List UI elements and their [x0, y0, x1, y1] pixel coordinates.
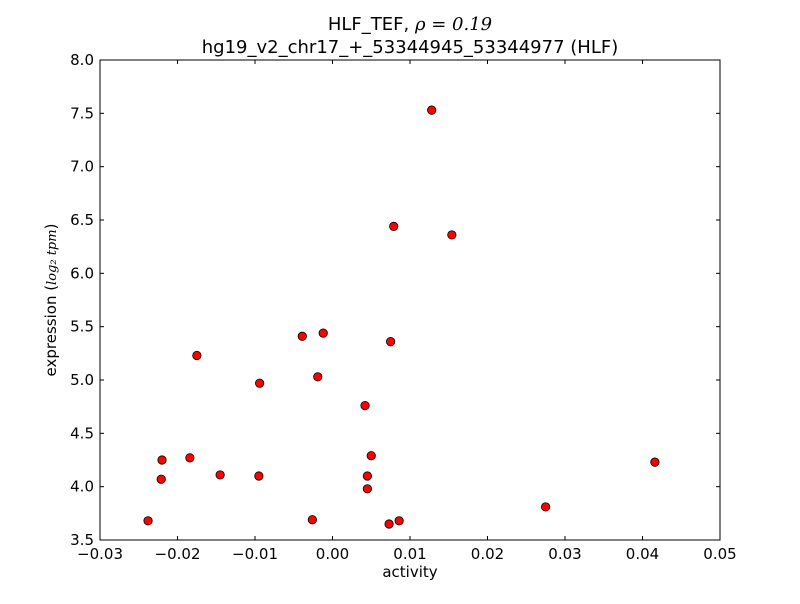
x-tick-label: −0.02	[155, 545, 201, 563]
y-tick-label: 5.5	[70, 318, 94, 336]
data-point	[143, 516, 153, 526]
y-tick-label: 6.5	[70, 211, 94, 229]
chart-title-line2: hg19_v2_chr17_+_53344945_53344977 (HLF)	[202, 37, 618, 58]
data-point	[366, 451, 376, 461]
x-tick-label: 0.04	[626, 545, 659, 563]
data-point	[394, 516, 404, 526]
x-tick-label: 0.02	[471, 545, 504, 563]
data-point	[156, 474, 166, 484]
y-tick-label: 7.5	[70, 104, 94, 122]
y-tick-label: 4.0	[70, 478, 94, 496]
data-point	[185, 453, 195, 463]
data-point	[541, 502, 551, 512]
data-point	[650, 457, 660, 467]
y-tick-label: 7.0	[70, 158, 94, 176]
data-point	[255, 378, 265, 388]
plot-frame	[99, 59, 721, 541]
data-point	[313, 372, 323, 382]
data-point	[362, 471, 372, 481]
data-point	[386, 336, 396, 347]
data-point	[157, 455, 167, 465]
data-point	[318, 328, 328, 338]
data-point	[307, 515, 317, 525]
data-point	[254, 471, 264, 481]
y-tick-label: 3.5	[70, 531, 94, 549]
y-tick-label: 4.5	[70, 424, 94, 442]
data-point	[427, 105, 437, 115]
y-tick-label: 5.0	[70, 371, 94, 389]
x-tick-label: 0.00	[316, 545, 349, 563]
data-point	[297, 331, 307, 341]
x-tick-label: 0.05	[703, 545, 736, 563]
data-point	[215, 470, 225, 480]
data-point	[384, 519, 394, 529]
x-tick-label: 0.01	[393, 545, 426, 563]
chart-title-line1: HLF_TEF, ρ = 0.19	[328, 14, 492, 35]
y-tick-label: 8.0	[70, 51, 94, 69]
data-point	[389, 221, 399, 231]
data-point	[192, 350, 202, 361]
x-axis-label: activity	[382, 563, 437, 581]
x-tick-label: 0.03	[548, 545, 581, 563]
data-point	[362, 484, 372, 494]
data-point	[360, 400, 370, 411]
y-tick-label: 6.0	[70, 264, 94, 282]
y-axis-label: expression (log₂ tpm)	[42, 224, 60, 377]
x-tick-label: −0.03	[77, 545, 123, 563]
data-point	[447, 230, 457, 240]
x-tick-label: −0.01	[232, 545, 278, 563]
